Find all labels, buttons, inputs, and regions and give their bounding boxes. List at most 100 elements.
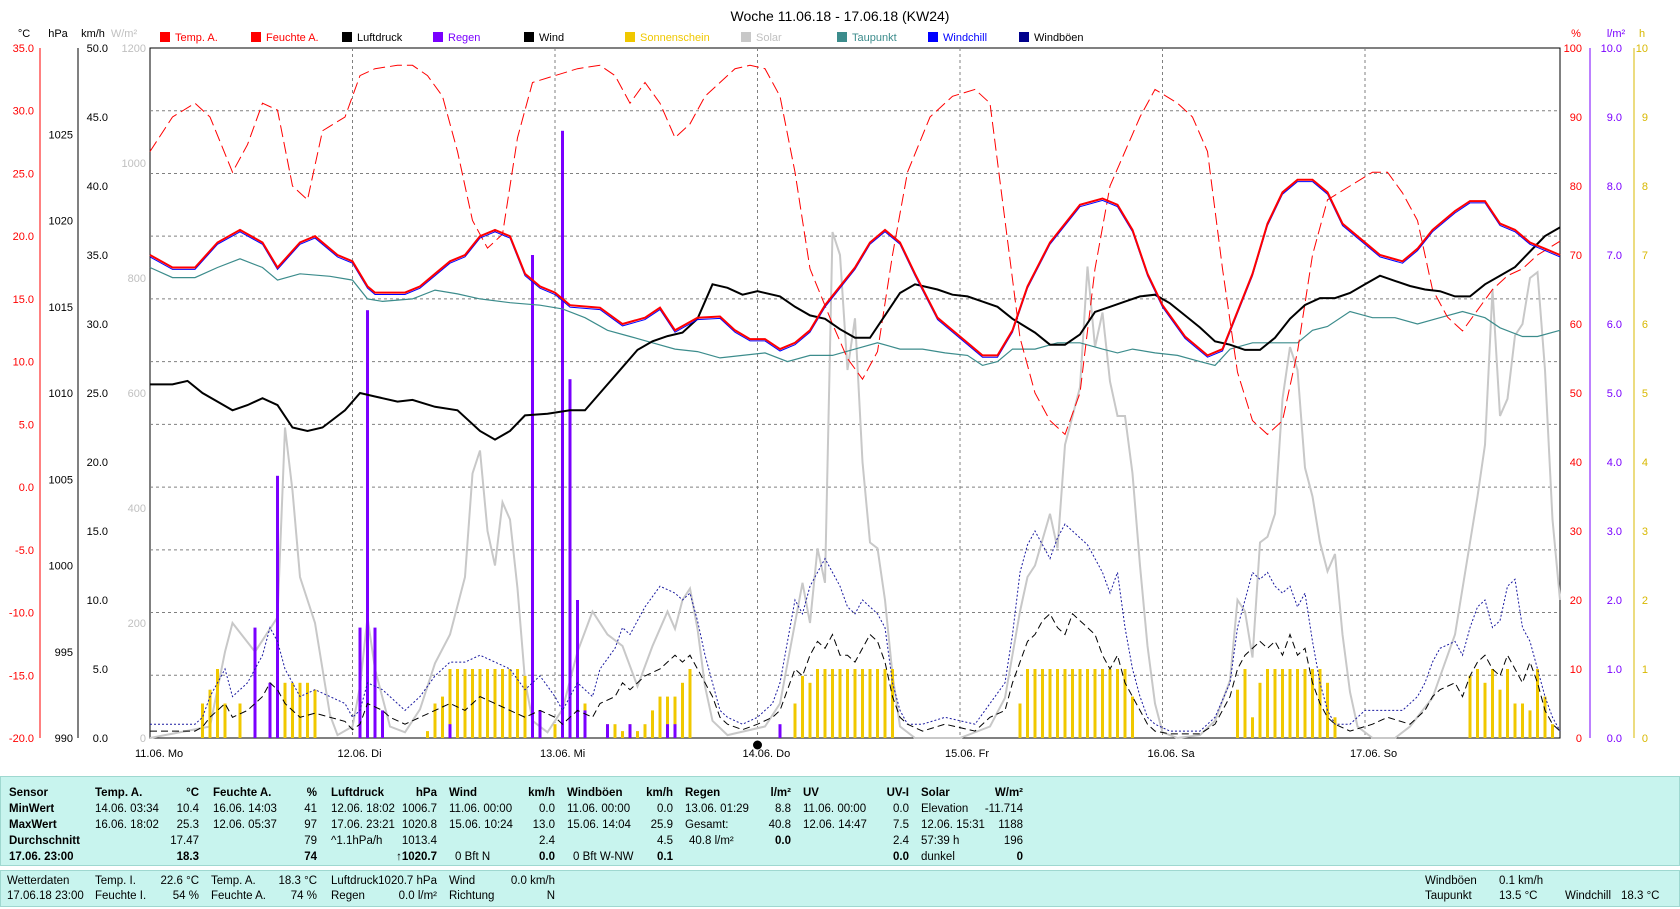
hum-current-value: 74 <box>304 851 317 863</box>
wind-min-date: 11.06. 00:00 <box>449 803 513 815</box>
rain-total-value: 40.8 <box>768 819 791 831</box>
bar-rain <box>358 627 362 738</box>
bar-sunshine <box>643 724 647 738</box>
bar-sunshine <box>1281 669 1284 738</box>
bar-sunshine <box>1086 669 1089 738</box>
rain-tick-label: 4.0 <box>1607 457 1622 469</box>
footer-dewpoint-label: Taupunkt <box>1425 890 1472 902</box>
wind-tick-label: 20.0 <box>87 457 108 469</box>
bar-rain <box>778 724 782 738</box>
rain-max-date: 13.06. 01:29 <box>685 803 749 815</box>
bar-rain <box>531 255 534 738</box>
rain-tick-label: 7.0 <box>1607 250 1622 262</box>
bar-sunshine <box>1041 669 1044 738</box>
rain-tick-label: 3.0 <box>1607 526 1622 538</box>
pressure-tick-label: 1020 <box>49 216 73 228</box>
footer-direction-label: Richtung <box>449 890 495 902</box>
bar-sunshine <box>823 669 827 738</box>
series-wind <box>150 612 1561 735</box>
series-dewpoint <box>149 258 1561 367</box>
gust-current-value: 0.1 <box>657 851 673 863</box>
pressure-axis-unit: hPa <box>48 28 68 40</box>
uv-header: UV <box>803 787 819 799</box>
stats-panel: Sensor MinWert MaxWert Durchschnitt 17.0… <box>0 776 1680 866</box>
bar-sunshine <box>1101 669 1104 738</box>
temp-unit: °C <box>186 787 199 799</box>
bar-rain <box>568 379 572 738</box>
temp-tick-label: 35.0 <box>13 43 34 55</box>
bar-sunshine <box>816 669 819 738</box>
temp-avg-value: 17.47 <box>170 835 199 847</box>
press-max-date: 17.06. 23:21 <box>331 819 395 831</box>
bar-sunshine <box>1048 669 1052 738</box>
press-unit: hPa <box>415 787 437 799</box>
bar-sunshine <box>688 669 692 738</box>
uv-min-date: 11.06. 00:00 <box>803 803 867 815</box>
legend-swatch <box>741 32 751 42</box>
legend-label: Solar <box>756 32 782 44</box>
hum-max-value: 97 <box>304 819 317 831</box>
legend-swatch <box>837 32 847 42</box>
bar-sunshine <box>1498 689 1502 738</box>
bar-sunshine <box>283 682 287 738</box>
rain-unit: l/m² <box>770 787 791 799</box>
solar-tick-label: 1200 <box>122 43 146 55</box>
temp-tick-label: 0.0 <box>19 482 34 494</box>
wind-tick-label: 15.0 <box>87 526 108 538</box>
pressure-tick-label: 1005 <box>49 474 73 486</box>
solar-max-value: 1188 <box>998 819 1023 831</box>
bar-rain <box>606 724 609 738</box>
temp-tick-label: -20.0 <box>9 733 34 745</box>
bar-sunshine <box>456 669 459 738</box>
bar-sunshine <box>201 703 204 738</box>
bar-sunshine <box>1078 669 1082 738</box>
humidity-tick-label: 30 <box>1570 526 1582 538</box>
pressure-tick-label: 1015 <box>49 302 73 314</box>
legend-swatch <box>251 32 261 42</box>
bar-sunshine <box>1258 682 1262 738</box>
humidity-tick-label: 100 <box>1564 43 1582 55</box>
bar-sunshine <box>1131 696 1134 738</box>
solar-unit: W/m² <box>994 787 1023 799</box>
bar-sunshine <box>1093 669 1097 738</box>
rain-tick-label: 10.0 <box>1601 43 1622 55</box>
wind-max-value: 13.0 <box>532 819 555 831</box>
bar-sunshine <box>613 724 617 738</box>
bar-sunshine <box>1506 669 1509 738</box>
gust-min-value: 0.0 <box>657 803 673 815</box>
legend-label: Windchill <box>943 32 987 44</box>
series-temperature <box>149 178 1561 357</box>
bar-sunshine <box>673 696 677 738</box>
temp-tick-label: 30.0 <box>13 106 34 118</box>
bar-sunshine <box>861 669 864 738</box>
wind-tick-label: 10.0 <box>87 595 108 607</box>
uv-min-value: 0.0 <box>893 803 909 815</box>
humidity-tick-label: 40 <box>1570 457 1582 469</box>
sunshine-tick-label: 0 <box>1642 733 1648 745</box>
bar-sunshine <box>1251 717 1254 738</box>
sunshine-tick-label: 9 <box>1642 112 1648 124</box>
pressure-tick-label: 995 <box>55 647 73 659</box>
bar-sunshine <box>433 703 437 738</box>
footer-label: Wetterdaten <box>7 875 70 887</box>
bar-sunshine <box>891 669 894 738</box>
press-avg-value: 1013.4 <box>401 835 437 847</box>
bar-sunshine <box>1266 669 1269 738</box>
bar-sunshine <box>1108 669 1112 738</box>
footer-windchill-label: Windchill <box>1565 890 1612 902</box>
bar-sunshine <box>621 731 624 738</box>
legend-label: Windböen <box>1034 32 1084 44</box>
wind-header: Wind <box>449 787 477 799</box>
hum-max-date: 12.06. 05:37 <box>213 819 277 831</box>
solar-duration: 57:39 h <box>921 835 960 847</box>
footer-direction-value: N <box>546 890 555 902</box>
solar-tick-label: 200 <box>128 618 146 630</box>
bar-rain <box>373 627 377 738</box>
sunshine-tick-label: 8 <box>1642 181 1648 193</box>
bar-sunshine <box>1116 669 1119 738</box>
sensor-header: Sensor <box>9 787 48 799</box>
hum-min-date: 16.06. 14:03 <box>213 803 277 815</box>
bar-sunshine <box>808 682 812 738</box>
temp-tick-label: 10.0 <box>13 357 34 369</box>
bar-sunshine <box>208 689 212 738</box>
